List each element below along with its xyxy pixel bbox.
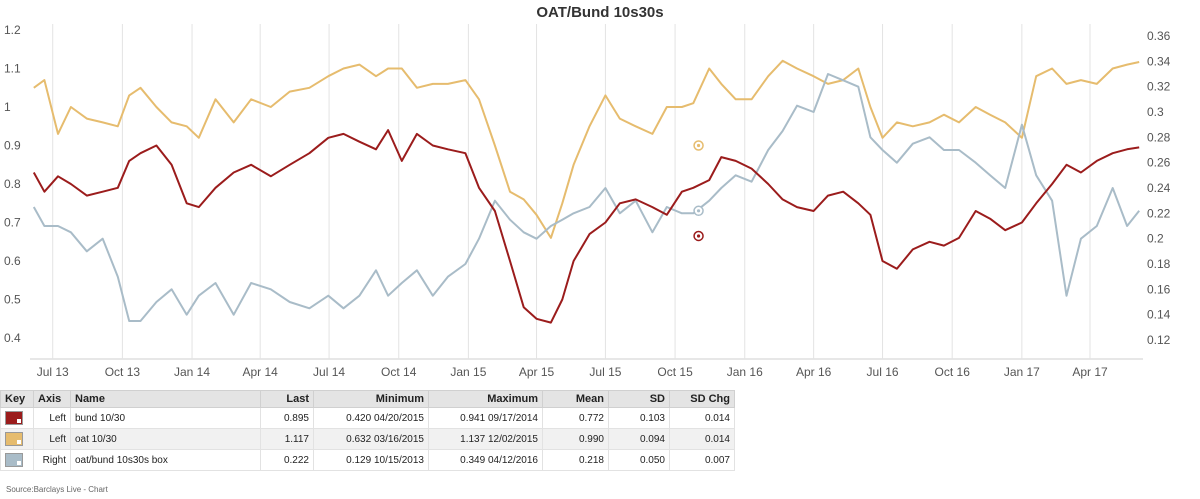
header-last: Last	[260, 390, 314, 408]
left-y-tick-label: 0.4	[4, 331, 21, 345]
left-y-tick-label: 0.5	[4, 293, 21, 307]
last-cell: 1.117	[260, 428, 314, 450]
mean-cell: 0.990	[542, 428, 609, 450]
left-y-axis: 0.4 0.5 0.6 0.7 0.8 0.9 1 1.1 1.2	[4, 23, 21, 345]
left-y-tick-label: 1	[4, 100, 11, 114]
sd-chg-cell: 0.014	[669, 428, 735, 450]
right-y-tick-label: 0.3	[1147, 105, 1164, 119]
x-tick-label: Apr 15	[519, 365, 555, 379]
left-y-tick-label: 0.9	[4, 139, 21, 153]
line-chart: OAT/Bund 10s30s 0.4 0.5 0.6 0.7 0.8 0.9 1 1.1 1.…	[4, 4, 1171, 379]
annotation-marker-dot	[696, 234, 701, 238]
x-tick-label: Jul 15	[589, 365, 621, 379]
right-y-tick-label: 0.32	[1147, 80, 1171, 94]
sd-cell: 0.094	[608, 428, 670, 450]
x-tick-label: Apr 17	[1072, 365, 1108, 379]
right-y-tick-label: 0.18	[1147, 257, 1171, 271]
minimum-cell: 0.420 04/20/2015	[313, 407, 429, 429]
name-cell: bund 10/30	[70, 407, 261, 429]
series-line-oat-10-30[interactable]	[33, 59, 1140, 239]
x-tick-label: Jul 13	[37, 365, 69, 379]
header-mean: Mean	[542, 390, 609, 408]
x-tick-label: Oct 13	[105, 365, 141, 379]
series-line-bund-10-30[interactable]	[32, 129, 1140, 324]
header-sd: SD	[608, 390, 670, 408]
table-row[interactable]: Left bund 10/30 0.895 0.420 04/20/2015 0…	[0, 407, 735, 429]
statistics-table: Key Axis Name Last Minimum Maximum Mean …	[0, 390, 735, 471]
table-row[interactable]: Right oat/bund 10s30s box 0.222 0.129 10…	[0, 449, 735, 471]
sd-cell: 0.103	[608, 407, 670, 429]
left-y-tick-label: 1.1	[4, 62, 21, 76]
left-y-tick-label: 0.7	[4, 216, 21, 230]
right-y-tick-label: 0.14	[1147, 308, 1171, 322]
left-y-tick-label: 1.2	[4, 23, 21, 37]
mean-cell: 0.218	[542, 449, 609, 471]
right-y-tick-label: 0.12	[1147, 333, 1171, 347]
key-cell[interactable]	[0, 428, 34, 450]
chart-title: OAT/Bund 10s30s	[536, 4, 663, 21]
sd-chg-cell: 0.007	[669, 449, 735, 471]
annotation-marker-dot	[696, 143, 701, 148]
annotation-layer	[693, 140, 704, 242]
x-tick-label: Jul 14	[313, 365, 345, 379]
left-y-tick-label: 0.8	[4, 177, 21, 191]
right-y-tick-label: 0.26	[1147, 156, 1171, 170]
right-y-tick-label: 0.28	[1147, 130, 1171, 144]
name-cell: oat 10/30	[70, 428, 261, 450]
last-cell: 0.222	[260, 449, 314, 471]
series-color-swatch[interactable]	[5, 453, 23, 467]
maximum-cell: 0.349 04/12/2016	[428, 449, 543, 471]
header-maximum: Maximum	[428, 390, 543, 408]
x-axis: Jul 13 Oct 13 Jan 14 Apr 14 Jul 14 Oct 14 Jan …	[37, 365, 1108, 379]
header-key: Key	[0, 390, 34, 408]
x-tick-label: Apr 14	[242, 365, 278, 379]
header-minimum: Minimum	[313, 390, 429, 408]
right-y-tick-label: 0.36	[1147, 29, 1171, 43]
x-tick-label: Jan 15	[450, 365, 486, 379]
series-layer[interactable]	[32, 59, 1140, 324]
x-tick-label: Jan 17	[1004, 365, 1040, 379]
axis-cell: Left	[33, 428, 71, 450]
source-note: Source:Barclays Live - Chart	[6, 485, 108, 494]
x-tick-label: Apr 16	[796, 365, 832, 379]
table-row[interactable]: Left oat 10/30 1.117 0.632 03/16/2015 1.…	[0, 428, 735, 450]
right-y-tick-label: 0.16	[1147, 282, 1171, 296]
key-cell[interactable]	[0, 407, 34, 429]
series-line-oat-bund-10s30s-box[interactable]	[32, 73, 1140, 322]
x-tick-label: Jan 16	[727, 365, 763, 379]
maximum-cell: 0.941 09/17/2014	[428, 407, 543, 429]
axis-cell: Left	[33, 407, 71, 429]
name-cell: oat/bund 10s30s box	[70, 449, 261, 471]
x-tick-label: Jan 14	[174, 365, 210, 379]
left-y-tick-label: 0.6	[4, 254, 21, 268]
minimum-cell: 0.632 03/16/2015	[313, 428, 429, 450]
table-header-row: Key Axis Name Last Minimum Maximum Mean …	[0, 390, 735, 408]
right-y-axis: 0.12 0.14 0.16 0.18 0.2 0.22 0.24 0.26 0.28 0.3 0.…	[1147, 29, 1171, 347]
chart-grid	[30, 24, 1143, 360]
x-tick-label: Oct 16	[935, 365, 971, 379]
key-cell[interactable]	[0, 449, 34, 471]
right-y-tick-label: 0.24	[1147, 181, 1171, 195]
right-y-tick-label: 0.34	[1147, 54, 1171, 68]
maximum-cell: 1.137 12/02/2015	[428, 428, 543, 450]
x-tick-label: Oct 14	[381, 365, 417, 379]
header-axis: Axis	[33, 390, 71, 408]
axis-cell: Right	[33, 449, 71, 471]
series-color-swatch[interactable]	[5, 432, 23, 446]
series-color-swatch[interactable]	[5, 411, 23, 425]
sd-chg-cell: 0.014	[669, 407, 735, 429]
mean-cell: 0.772	[542, 407, 609, 429]
sd-cell: 0.050	[608, 449, 670, 471]
last-cell: 0.895	[260, 407, 314, 429]
header-name: Name	[70, 390, 261, 408]
x-tick-label: Oct 15	[657, 365, 693, 379]
x-tick-label: Jul 16	[867, 365, 899, 379]
header-sd-chg: SD Chg	[669, 390, 735, 408]
right-y-tick-label: 0.22	[1147, 206, 1171, 220]
right-y-tick-label: 0.2	[1147, 232, 1164, 246]
annotation-marker-dot	[696, 209, 701, 213]
minimum-cell: 0.129 10/15/2013	[313, 449, 429, 471]
